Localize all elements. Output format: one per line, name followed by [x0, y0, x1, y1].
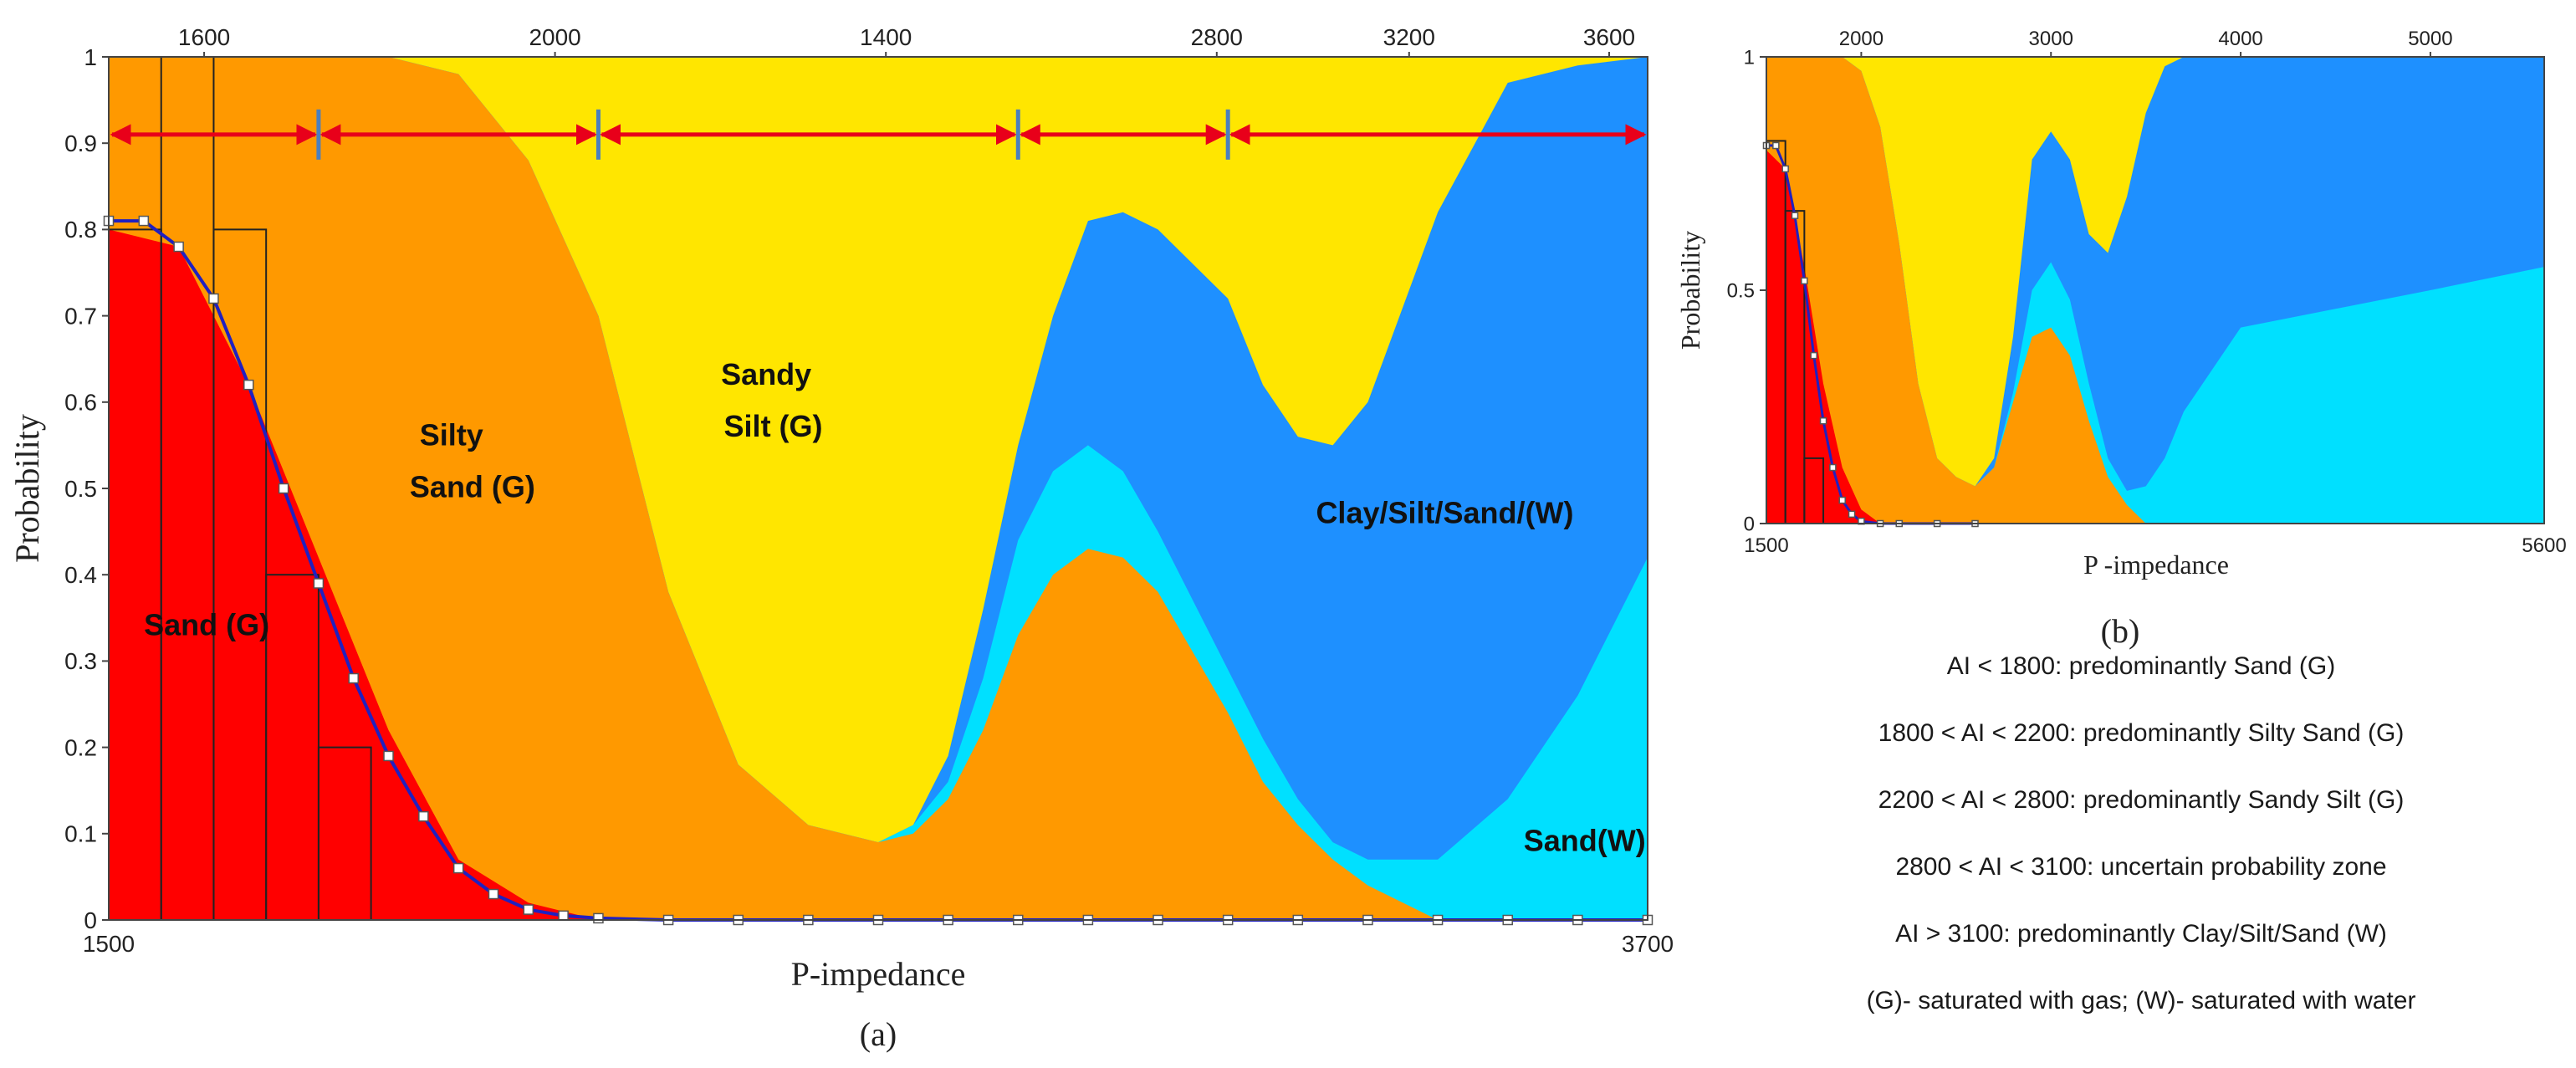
top-tick-label-a: 3200 — [1383, 24, 1435, 50]
curve-point-b — [1801, 277, 1808, 285]
curve-point-a — [173, 241, 184, 253]
x-tick-label-b: 1500 — [1744, 534, 1788, 557]
top-tick-label-b: 5000 — [2408, 28, 2452, 50]
curve-point-b — [1819, 416, 1827, 425]
curve-point-a — [452, 862, 464, 874]
caption-b: (b) — [2101, 612, 2140, 650]
top-tick-label-a: 1600 — [178, 24, 230, 50]
y-tick-label-a: 0.7 — [64, 303, 97, 329]
region-label-clay-silt-sand-w: Clay/Silt/Sand/(W) — [1316, 495, 1573, 529]
y-tick-label-a: 0.1 — [64, 821, 97, 847]
note-uncertain: 2800 < AI < 3100: uncertain probability … — [1895, 853, 2387, 881]
y-tick-label-b: 1 — [1744, 46, 1755, 69]
x-tick-label-a: 1500 — [83, 931, 135, 957]
note-sandy-silt: 2200 < AI < 2800: predominantly Sandy Si… — [1878, 786, 2405, 814]
y-tick-label-a: 0.5 — [64, 476, 97, 502]
curve-point-b — [1781, 165, 1789, 173]
top-tick-label-b: 2000 — [1839, 28, 1883, 50]
top-tick-label-a: 3600 — [1583, 24, 1635, 50]
area-sand-w-b — [1766, 57, 2544, 524]
x-axis-label-a: P-impedance — [791, 955, 966, 993]
area-sand-g-a — [109, 229, 1648, 920]
x-axis-label-b: P -impedance — [2083, 549, 2229, 580]
region-label-sandy: Sandy — [721, 357, 811, 391]
curve-point-a — [593, 912, 604, 924]
curve-point-a — [523, 904, 534, 915]
region-label-silty: Silty — [420, 417, 483, 452]
y-axis-label-a: Probability — [8, 414, 46, 563]
y-tick-label-a: 1 — [84, 44, 97, 70]
curve-point-a — [313, 578, 325, 589]
note-clay-silt-sand: AI > 3100: predominantly Clay/Silt/Sand … — [1895, 920, 2387, 948]
top-tick-label-b: 3000 — [2029, 28, 2073, 50]
curve-point-b — [1848, 510, 1856, 519]
region-label-silt-g: Silt (G) — [724, 409, 823, 443]
curve-point-b — [1829, 463, 1837, 472]
y-tick-label-a: 0.3 — [64, 648, 97, 674]
curve-point-a — [243, 379, 254, 391]
y-tick-label-b: 0 — [1744, 513, 1755, 535]
x-tick-label-a: 3700 — [1622, 931, 1674, 957]
note-sand: AI < 1800: predominantly Sand (G) — [1946, 652, 2336, 680]
y-tick-label-a: 0.8 — [64, 217, 97, 243]
curve-point-b — [1838, 496, 1846, 504]
note-silty-sand: 1800 < AI < 2200: predominantly Silty Sa… — [1878, 719, 2405, 747]
y-tick-label-b: 0.5 — [1727, 279, 1755, 302]
top-tick-label-a: 2000 — [529, 24, 580, 50]
region-label-sand-w: Sand(W) — [1524, 823, 1646, 857]
chart-panel-b: 0 0.5 1 2000 3000 4000 5000 1500 5600 P -imped… — [1675, 28, 2567, 650]
y-tick-label-a: 0.4 — [64, 562, 97, 588]
curve-point-a — [348, 672, 359, 684]
y-tick-label-a: 0 — [84, 907, 97, 933]
y-tick-label-a: 0.2 — [64, 734, 97, 760]
curve-point-a — [383, 750, 394, 762]
note-legend-gas-water: (G)- saturated with gas; (W)- saturated … — [1866, 987, 2416, 1014]
curve-point-b — [1791, 212, 1799, 219]
y-tick-label-a: 0.6 — [64, 390, 97, 416]
top-tick-label-a: 1400 — [860, 24, 912, 50]
curve-point-a — [488, 888, 499, 900]
curve-point-b — [1772, 141, 1780, 150]
area-silty-sand-g-a — [109, 57, 1648, 920]
curve-point-b — [1810, 351, 1817, 360]
curve-point-a — [208, 293, 219, 304]
top-tick-label-a: 2800 — [1191, 24, 1243, 50]
y-tick-label-a: 0.9 — [64, 130, 97, 156]
region-label-sand-g: Sand (G) — [144, 607, 269, 641]
region-label-sand-g: Sand (G) — [410, 469, 535, 503]
chart-panel-a: 0 0.1 0.2 0.3 0.4 0.5 0.6 0.7 0.8 0.9 1 1600 2000 14… — [8, 24, 1674, 1053]
curve-point-a — [138, 215, 150, 227]
curve-point-a — [278, 483, 289, 494]
curve-point-a — [558, 910, 569, 922]
caption-a: (a) — [860, 1015, 897, 1053]
area-sand-g-b — [1766, 150, 2544, 524]
y-axis-label-b: Probability — [1675, 231, 1705, 350]
top-tick-label-b: 4000 — [2218, 28, 2262, 50]
curve-point-a — [418, 810, 429, 822]
x-tick-label-b: 5600 — [2522, 534, 2566, 557]
